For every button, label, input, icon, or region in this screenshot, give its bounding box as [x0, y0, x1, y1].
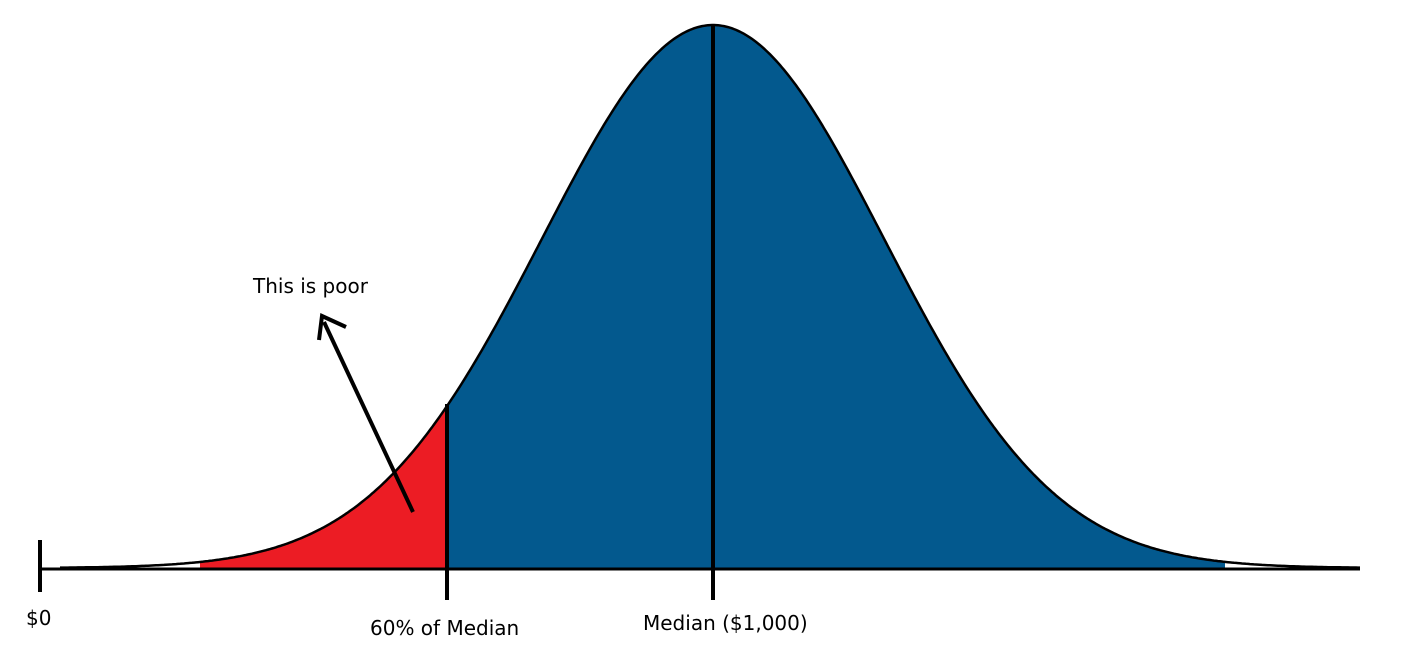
poor-area — [200, 407, 447, 568]
annotation-arrow — [322, 321, 415, 513]
arrow-head — [317, 313, 347, 341]
annotation-text: This is poor — [252, 274, 369, 298]
bell-curve — [60, 23, 1360, 569]
distribution-area — [447, 25, 1225, 568]
median-label: Median ($1,000) — [643, 611, 808, 635]
threshold-label: 60% of Median — [370, 616, 519, 640]
zero-label: $0 — [26, 606, 51, 630]
